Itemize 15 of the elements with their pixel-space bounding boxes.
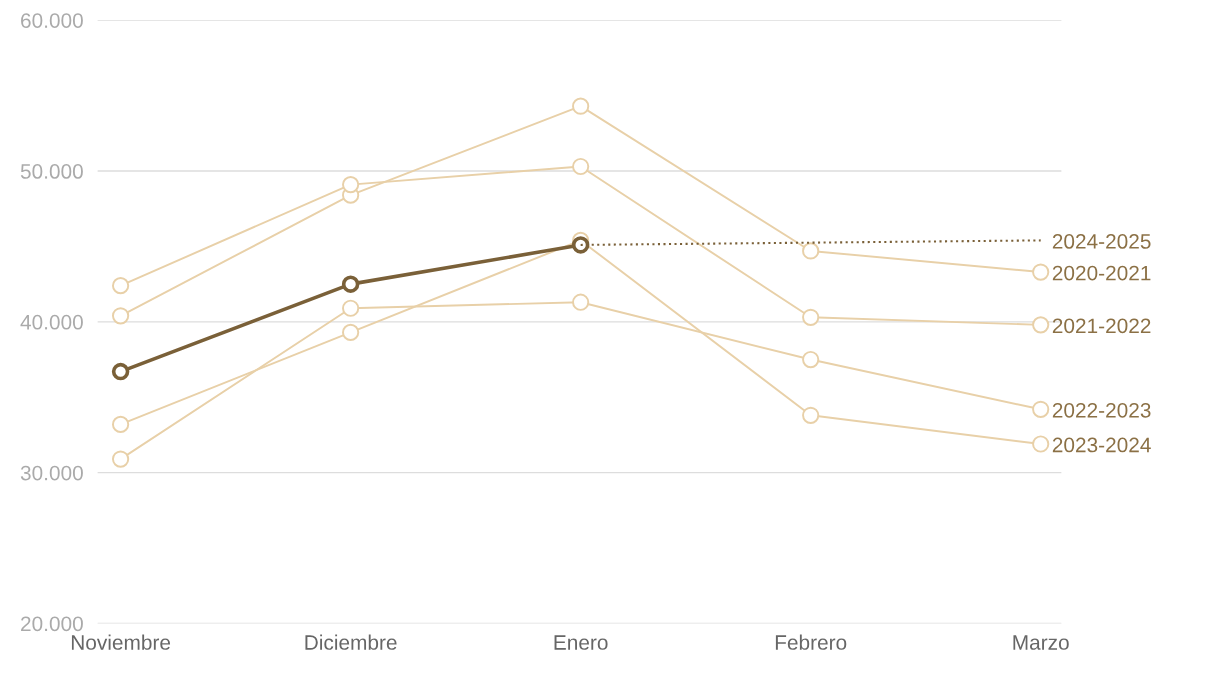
x-tick-label: Enero: [554, 635, 608, 650]
x-tick-label: Marzo: [1013, 635, 1069, 650]
x-tick-label: Febrero: [775, 634, 847, 650]
y-tick-label: 60.000: [21, 13, 83, 28]
series-label: 2023-2024: [1052, 437, 1151, 453]
y-tick-label: 40.000: [20, 314, 83, 330]
x-tick-label: Diciembre: [305, 634, 397, 650]
series-label: 2021-2022: [1052, 318, 1151, 334]
x-tick-label: Noviembre: [71, 634, 171, 650]
y-tick-label: 30.000: [20, 465, 83, 481]
y-tick-label: 50.000: [20, 164, 83, 179]
series-label: 2020-2021: [1052, 265, 1151, 281]
y-tick-label: 20.000: [21, 616, 83, 632]
series-label: 2022-2023: [1052, 402, 1151, 418]
series-label: 2024-2025: [1052, 234, 1151, 249]
